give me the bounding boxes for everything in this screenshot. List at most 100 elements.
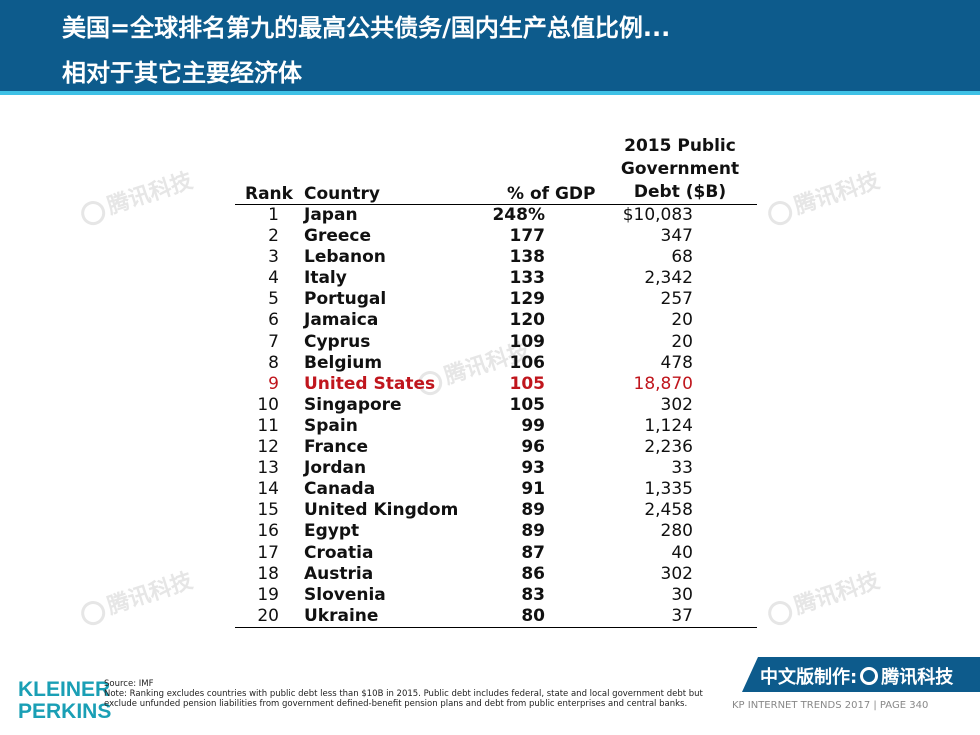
cell-rank: 13 xyxy=(257,458,279,479)
table-row: 20 Ukraine 80 37 xyxy=(235,606,757,627)
footnote: Note: Ranking excludes countries with pu… xyxy=(104,689,703,709)
cell-gdp: 120 xyxy=(509,310,546,331)
cell-debt: 37 xyxy=(671,605,693,626)
cell-debt: 2,342 xyxy=(644,268,693,289)
cell-gdp: 83 xyxy=(521,584,545,605)
table-body: 1 Japan 248% $10,083 2 Greece 177 347 3 Lebanon 13… xyxy=(235,205,757,627)
cell-country: Singapore xyxy=(304,394,402,415)
table-row: 5 Portugal 129 257 xyxy=(235,289,757,310)
table-row: 2 Greece 177 347 xyxy=(235,226,757,247)
cell-debt: 302 xyxy=(660,563,693,584)
table-row: 18 Austria 86 302 xyxy=(235,564,757,585)
cell-debt: 1,124 xyxy=(644,415,693,436)
cell-debt: 20 xyxy=(671,331,693,352)
cell-gdp: 80 xyxy=(521,605,545,626)
cell-gdp: 89 xyxy=(521,500,545,521)
watermark: 腾讯科技 xyxy=(763,163,883,229)
cell-gdp: 89 xyxy=(521,521,545,542)
cell-debt: 478 xyxy=(660,352,693,373)
page-footer-label: KP INTERNET TRENDS 2017 | PAGE 340 xyxy=(732,700,929,711)
table-row: 16 Egypt 89 280 xyxy=(235,521,757,542)
cell-rank: 16 xyxy=(257,521,279,542)
header-accent-line xyxy=(0,91,980,95)
cell-debt: 68 xyxy=(671,247,693,268)
cell-rank: 11 xyxy=(257,415,279,436)
table-row: 9 United States 105 18,870 xyxy=(235,374,757,395)
cell-gdp: 96 xyxy=(521,437,545,458)
cell-gdp: 133 xyxy=(509,268,546,289)
cell-country: Austria xyxy=(304,563,374,584)
cell-gdp: 138 xyxy=(509,247,546,268)
cell-debt: $10,083 xyxy=(622,205,693,225)
watermark-logo-icon xyxy=(765,197,796,229)
table-row: 3 Lebanon 138 68 xyxy=(235,247,757,268)
cell-gdp: 248% xyxy=(492,205,545,225)
table-row: 4 Italy 133 2,342 xyxy=(235,268,757,289)
table-row: 10 Singapore 105 302 xyxy=(235,395,757,416)
cell-debt: 347 xyxy=(660,226,693,247)
cell-debt: 18,870 xyxy=(633,373,693,394)
cell-gdp: 93 xyxy=(521,458,545,479)
cell-rank: 20 xyxy=(257,605,279,626)
watermark-logo-icon xyxy=(78,197,109,229)
cell-debt: 257 xyxy=(660,289,693,310)
cell-debt: 20 xyxy=(671,310,693,331)
table-row: 8 Belgium 106 478 xyxy=(235,353,757,374)
cell-country: Lebanon xyxy=(304,247,386,268)
cell-debt: 2,236 xyxy=(644,437,693,458)
column-header-rank: Rank xyxy=(245,184,293,204)
cell-rank: 12 xyxy=(257,437,279,458)
cell-country: Jordan xyxy=(304,458,367,479)
cell-rank: 6 xyxy=(268,310,279,331)
cell-rank: 3 xyxy=(268,247,279,268)
cell-gdp: 105 xyxy=(509,373,546,394)
table-row: 11 Spain 99 1,124 xyxy=(235,416,757,437)
cell-gdp: 91 xyxy=(521,479,545,500)
cell-rank: 10 xyxy=(257,394,279,415)
page-title-line1: 美国=全球排名第九的最高公共债务/国内生产总值比例... xyxy=(62,14,671,42)
cell-gdp: 86 xyxy=(521,563,545,584)
table-row: 7 Cyprus 109 20 xyxy=(235,332,757,353)
cell-country: Spain xyxy=(304,415,358,436)
cell-country: France xyxy=(304,437,369,458)
cell-country: United States xyxy=(304,373,436,394)
cell-country: Ukraine xyxy=(304,605,379,626)
cell-rank: 9 xyxy=(268,373,279,394)
cell-debt: 2,458 xyxy=(644,500,693,521)
cell-gdp: 106 xyxy=(509,352,546,373)
table-row: 13 Jordan 93 33 xyxy=(235,458,757,479)
cell-rank: 14 xyxy=(257,479,279,500)
cell-rank: 19 xyxy=(257,584,279,605)
cell-gdp: 177 xyxy=(509,226,546,247)
cell-rank: 5 xyxy=(268,289,279,310)
cell-gdp: 99 xyxy=(521,415,545,436)
table-row: 1 Japan 248% $10,083 xyxy=(235,205,757,226)
cell-country: Slovenia xyxy=(304,584,386,605)
cell-rank: 7 xyxy=(268,331,279,352)
kleiner-perkins-logo: KLEINER xyxy=(18,678,111,701)
table-row: 14 Canada 91 1,335 xyxy=(235,479,757,500)
cell-rank: 15 xyxy=(257,500,279,521)
cell-country: Greece xyxy=(304,226,372,247)
table-row: 6 Jamaica 120 20 xyxy=(235,310,757,331)
table-header: Rank Country % of GDP 2015 Public Govern… xyxy=(235,136,757,205)
cell-rank: 1 xyxy=(268,205,279,225)
cell-rank: 18 xyxy=(257,563,279,584)
cell-country: Belgium xyxy=(304,352,383,373)
tencent-logo-icon xyxy=(860,667,879,685)
watermark: 腾讯科技 xyxy=(76,563,196,629)
watermark-logo-icon xyxy=(765,597,796,629)
cell-gdp: 109 xyxy=(509,331,546,352)
cell-debt: 302 xyxy=(660,394,693,415)
cell-country: Croatia xyxy=(304,542,374,563)
cell-gdp: 87 xyxy=(521,542,545,563)
cell-country: Canada xyxy=(304,479,376,500)
source-note: Source: IMF xyxy=(104,679,154,689)
table-row: 17 Croatia 87 40 xyxy=(235,543,757,564)
page-title-line2: 相对于其它主要经济体 xyxy=(62,59,302,87)
watermark: 腾讯科技 xyxy=(763,563,883,629)
cell-rank: 17 xyxy=(257,542,279,563)
cell-debt: 40 xyxy=(671,542,693,563)
cell-country: United Kingdom xyxy=(304,500,459,521)
table-row: 15 United Kingdom 89 2,458 xyxy=(235,500,757,521)
